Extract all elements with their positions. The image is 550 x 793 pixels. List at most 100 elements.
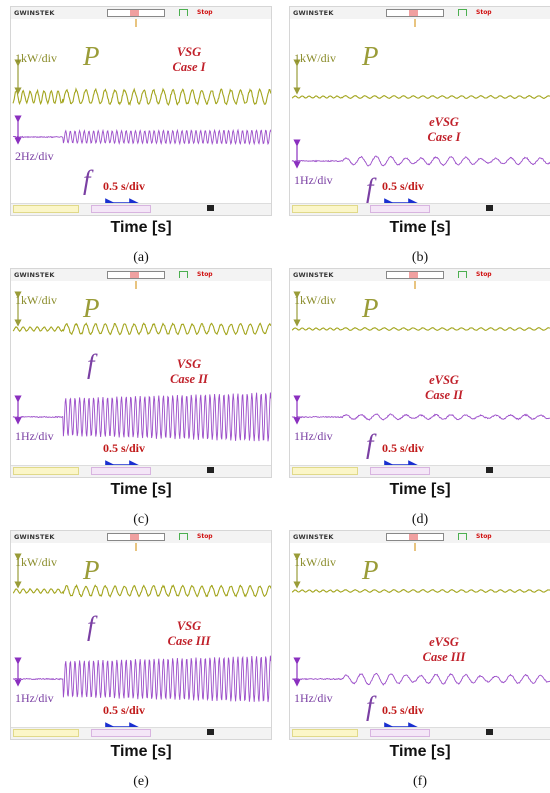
scope-brand: GWINSTEK	[14, 533, 55, 541]
time-scale-label: 0.5 s/div	[103, 703, 146, 717]
scope-header: GWINSTEK Stop	[11, 7, 271, 19]
freq-symbol: f	[87, 349, 95, 379]
power-trace	[12, 584, 271, 598]
case-name: Case I	[172, 60, 206, 74]
frequency-trace	[291, 413, 550, 421]
scope-footer	[11, 465, 271, 477]
power-symbol: P	[362, 293, 379, 323]
panel-b: GWINSTEK Stop	[289, 6, 550, 269]
power-scale-label: 1kW/div	[15, 293, 57, 307]
oscilloscope-screen: GWINSTEK Stop	[10, 268, 272, 478]
scope-header: GWINSTEK Stop	[290, 269, 550, 281]
case-label: VSG Case I	[149, 45, 229, 75]
method-name: VSG	[176, 357, 202, 371]
method-name: eVSG	[429, 115, 459, 129]
case-label: eVSG Case II	[404, 373, 484, 403]
scope-footer	[290, 727, 550, 739]
case-name: Case I	[427, 130, 461, 144]
freq-scale-label: 1Hz/div	[15, 691, 54, 705]
oscilloscope-screen: GWINSTEK Stop	[10, 530, 272, 740]
memory-bar	[107, 271, 165, 279]
stop-status: Stop	[476, 9, 492, 16]
freq-symbol: f	[87, 611, 95, 641]
case-name: Case II	[425, 388, 463, 402]
time-scale-label: 0.5 s/div	[382, 441, 425, 455]
trigger-icon	[458, 9, 467, 16]
time-scale-label: 0.5 s/div	[382, 179, 425, 193]
frequency-trace	[12, 655, 271, 703]
memory-bar	[386, 271, 444, 279]
trigger-readout	[486, 205, 493, 211]
trigger-readout	[207, 205, 214, 211]
panel-a: GWINSTEK Stop	[10, 6, 272, 269]
scope-brand: GWINSTEK	[293, 9, 334, 17]
stop-status: Stop	[197, 533, 213, 540]
ch1-readout	[13, 729, 79, 737]
power-symbol: P	[362, 41, 379, 71]
power-trace	[291, 94, 550, 100]
x-axis-label: Time [s]	[389, 481, 451, 498]
frequency-trace	[12, 392, 271, 442]
scope-header: GWINSTEK Stop	[11, 531, 271, 543]
ch1-readout	[292, 205, 358, 213]
method-name: eVSG	[429, 373, 459, 387]
panel-label: (d)	[411, 512, 429, 527]
stop-status: Stop	[476, 271, 492, 278]
panel-f: GWINSTEK Stop	[289, 530, 550, 793]
power-scale-label: 1kW/div	[294, 293, 336, 307]
ch1-readout	[292, 729, 358, 737]
method-name: VSG	[176, 45, 202, 59]
memory-bar	[107, 533, 165, 541]
ch2-readout	[370, 205, 430, 213]
case-label: eVSG Case III	[404, 635, 484, 665]
power-trace	[291, 327, 550, 331]
time-scale-label: 0.5 s/div	[103, 441, 146, 455]
time-scale-label: 0.5 s/div	[103, 179, 146, 193]
scope-footer	[11, 203, 271, 215]
freq-symbol: f	[83, 165, 91, 195]
ch1-readout	[13, 205, 79, 213]
ch2-readout	[370, 729, 430, 737]
freq-symbol: f	[366, 173, 374, 203]
case-label: VSG Case III	[149, 619, 229, 649]
case-label: VSG Case II	[149, 357, 229, 387]
traces-svg	[291, 543, 550, 732]
trigger-icon	[179, 533, 188, 540]
freq-scale-label: 1Hz/div	[15, 429, 54, 443]
scope-brand: GWINSTEK	[14, 9, 55, 17]
scope-header: GWINSTEK Stop	[290, 7, 550, 19]
power-scale-label: 1kW/div	[15, 555, 57, 569]
panel-label: (f)	[413, 774, 427, 789]
panel-label: (c)	[133, 512, 149, 527]
case-name: Case II	[170, 372, 208, 386]
trigger-readout	[486, 467, 493, 473]
freq-symbol: f	[366, 691, 374, 721]
power-symbol: P	[83, 555, 100, 585]
scope-footer	[290, 465, 550, 477]
freq-scale-label: 2Hz/div	[15, 149, 54, 163]
frequency-trace	[12, 128, 271, 146]
scope-brand: GWINSTEK	[14, 271, 55, 279]
method-name: eVSG	[429, 635, 459, 649]
oscilloscope-screen: GWINSTEK Stop	[10, 6, 272, 216]
case-name: Case III	[167, 634, 211, 648]
ch2-readout	[370, 467, 430, 475]
freq-scale-label: 1Hz/div	[294, 429, 333, 443]
x-axis-label: Time [s]	[389, 743, 451, 760]
panel-e: GWINSTEK Stop	[10, 530, 272, 793]
power-scale-label: 1kW/div	[294, 51, 336, 65]
x-axis-label: Time [s]	[110, 743, 172, 760]
ch1-readout	[13, 467, 79, 475]
trigger-icon	[179, 271, 188, 278]
panel-c: GWINSTEK Stop	[10, 268, 272, 531]
stop-status: Stop	[476, 533, 492, 540]
power-scale-label: 1kW/div	[294, 555, 336, 569]
scope-footer	[11, 727, 271, 739]
x-axis-label: Time [s]	[110, 219, 172, 236]
stop-status: Stop	[197, 271, 213, 278]
freq-scale-label: 1Hz/div	[294, 173, 333, 187]
power-trace	[12, 87, 271, 107]
case-label: eVSG Case I	[404, 115, 484, 145]
time-scale-label: 0.5 s/div	[382, 703, 425, 717]
power-symbol: P	[83, 293, 100, 323]
